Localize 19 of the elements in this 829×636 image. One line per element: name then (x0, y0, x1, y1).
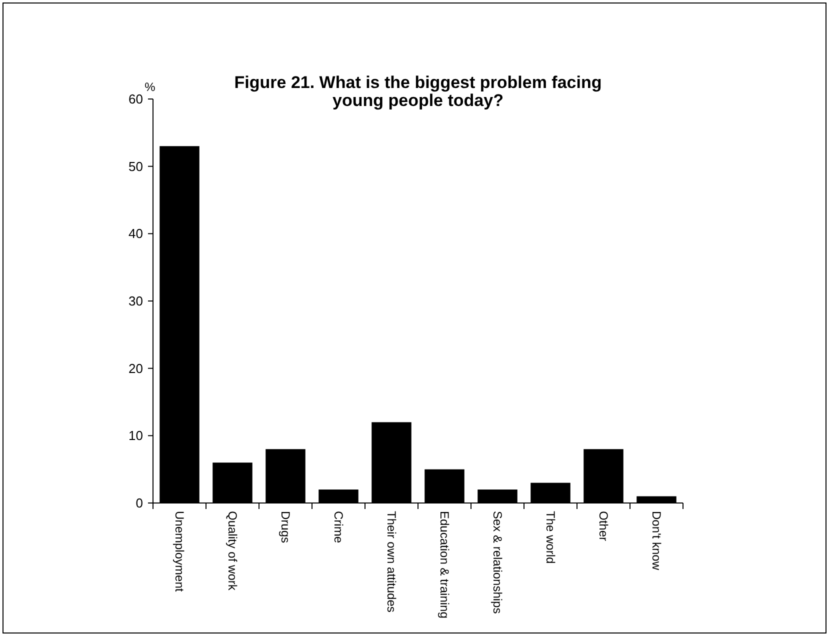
x-tick-label: Drugs (278, 511, 292, 544)
y-axis-title: % (144, 80, 156, 94)
x-tick-label: Their own attitudes (384, 511, 398, 612)
x-tick-label: The world (543, 511, 558, 564)
x-tick-label: Quality of work (225, 511, 240, 592)
x-tick-label: Don't know (649, 511, 664, 570)
x-tick-label: Sex & relationships (490, 511, 504, 614)
y-tick-label: 10 (128, 428, 143, 444)
y-tick-label: 20 (128, 360, 143, 376)
y-tick-label: 60 (128, 92, 143, 107)
y-tick-label: 50 (128, 158, 143, 174)
x-tick-label: Crime (331, 511, 346, 544)
y-tick-label: 0 (136, 496, 143, 511)
chart-title: Figure 21. What is the biggest problem facing young people today? (234, 73, 602, 110)
x-tick-label: Other (596, 511, 610, 542)
y-tick-label: 40 (128, 226, 143, 242)
x-tick-label: Education & training (437, 511, 452, 618)
y-tick-label: 30 (128, 294, 143, 309)
x-tick-label: Unemployment (172, 511, 186, 592)
